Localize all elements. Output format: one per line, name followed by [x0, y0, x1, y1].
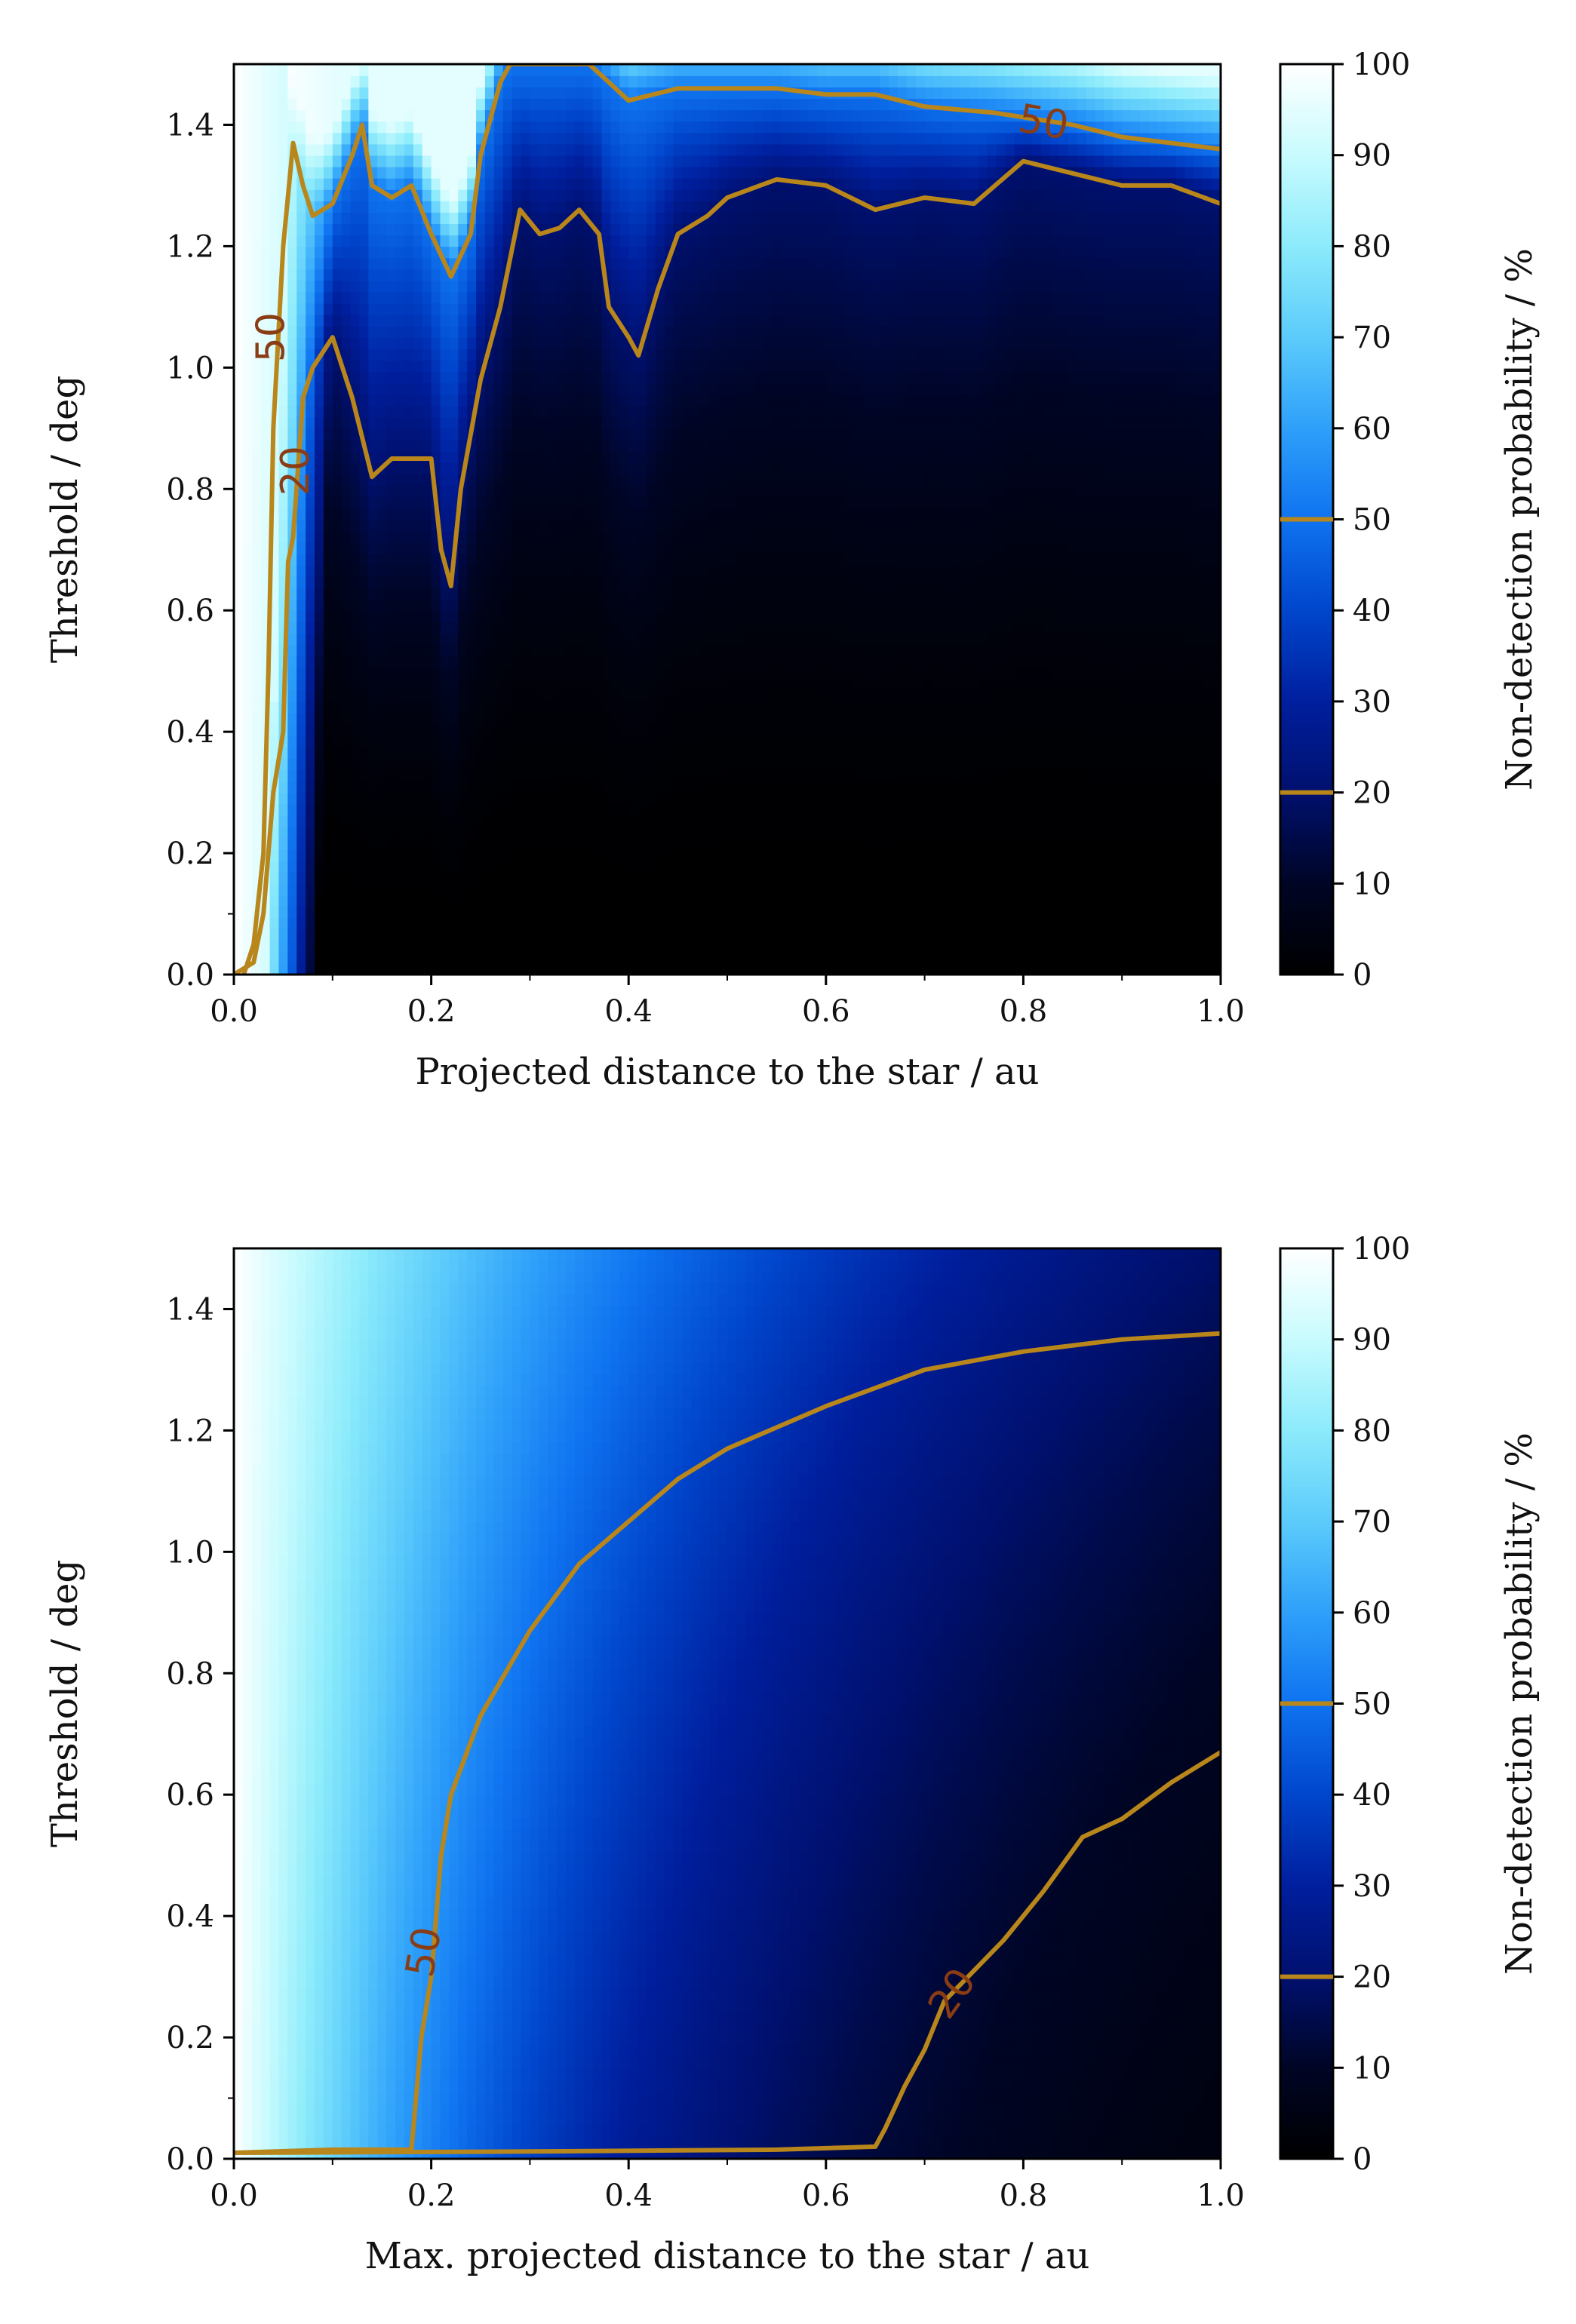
contour-line-50 [234, 1331, 1221, 2155]
colorbar-label: Non-detection probability / % [1498, 1432, 1541, 1975]
contour-label: 20 [273, 446, 318, 496]
colorbar-tick-label: 30 [1353, 685, 1391, 720]
colorbar-tick-label: 40 [1353, 594, 1391, 628]
y-tick-label: 0.2 [166, 2021, 214, 2055]
x-tick-label: 0.2 [407, 2178, 456, 2213]
y-tick-label: 1.0 [166, 1535, 214, 1570]
y-tick-label: 1.4 [166, 1292, 214, 1327]
y-tick-label: 0.6 [166, 1778, 214, 1813]
colorbar-tick-label: 20 [1353, 1960, 1391, 1995]
contour-label: 50 [248, 312, 293, 362]
colorbar-tick-label: 10 [1353, 2051, 1391, 2086]
colorbar-tick-label: 20 [1353, 776, 1391, 811]
y-tick-label: 1.4 [166, 108, 214, 143]
y-tick-label: 1.2 [166, 229, 214, 264]
heatmap-field [234, 64, 1221, 975]
colorbar-tick-label: 90 [1353, 139, 1391, 173]
y-tick-label: 0.0 [166, 2142, 214, 2177]
colorbar-tick-label: 40 [1353, 1778, 1391, 1813]
colorbar-label: Non-detection probability / % [1498, 248, 1541, 791]
colorbar-tick-label: 70 [1353, 321, 1391, 355]
x-tick-label: 0.6 [802, 994, 850, 1029]
y-tick-label: 0.8 [166, 1656, 214, 1691]
x-tick-label: 0.0 [210, 2178, 258, 2213]
x-tick-label: 0.6 [802, 2178, 850, 2213]
x-tick-label: 1.0 [1197, 2178, 1245, 2213]
colorbar-tick-label: 30 [1353, 1869, 1391, 1904]
y-tick-label: 0.2 [166, 837, 214, 871]
y-tick-label: 0.0 [166, 958, 214, 993]
x-tick-label: 0.2 [407, 994, 456, 1029]
y-tick-label: 0.4 [166, 715, 214, 750]
y-tick-label: 0.8 [166, 472, 214, 507]
top-heatmap-panel: 50 50 20 0.0 0.2 0.4 0.6 0.8 1.0 0.0 0.2 0.4 0.6 0.8 1… [44, 48, 1541, 1093]
y-tick-label: 0.6 [166, 594, 214, 628]
y-tick-label: 1.0 [166, 351, 214, 385]
y-axis-label: Threshold / deg [44, 376, 86, 663]
contour-label: 50 [1015, 96, 1072, 149]
contour-line-20 [234, 1750, 1221, 2155]
colorbar-tick-label: 0 [1353, 958, 1372, 993]
x-tick-label: 0.0 [210, 994, 258, 1029]
y-tick-label: 0.4 [166, 1899, 214, 1934]
colorbar-tick-label: 100 [1353, 1232, 1410, 1266]
bottom-heatmap-panel: 50 20 0.0 0.2 0.4 0.6 0.8 1.0 0.0 0.2 0.4 0.6 0.8 1.0… [44, 1232, 1541, 2277]
x-tick-label: 0.8 [1000, 2178, 1048, 2213]
colorbar-tick-label: 10 [1353, 867, 1391, 901]
colorbar-tick-label: 50 [1353, 1687, 1391, 1722]
colorbar-tick-label: 0 [1353, 2142, 1372, 2177]
contour-line-20 [234, 158, 1221, 975]
colorbar-tick-label: 70 [1353, 1505, 1391, 1540]
x-tick-label: 0.4 [604, 2178, 653, 2213]
colorbar-tick-label: 50 [1353, 503, 1391, 538]
colorbar-tick-label: 60 [1353, 1596, 1391, 1631]
x-axis-label: Projected distance to the star / au [415, 1051, 1039, 1093]
colorbar-tick-label: 80 [1353, 229, 1391, 264]
colorbar-tick-label: 60 [1353, 412, 1391, 447]
contour-label: 50 [398, 1923, 451, 1981]
x-tick-label: 0.4 [604, 994, 653, 1029]
x-axis-label: Max. projected distance to the star / au [365, 2235, 1090, 2277]
y-tick-label: 1.2 [166, 1414, 214, 1448]
colorbar: 0 10 20 30 40 50 60 70 80 90 100 Non-detection prob… [1279, 48, 1541, 993]
colorbar-tick-label: 80 [1353, 1414, 1391, 1448]
colorbar-tick-label: 100 [1353, 48, 1410, 82]
colorbar-tick-label: 90 [1353, 1323, 1391, 1358]
contour-line-50 [241, 64, 1221, 975]
colorbar: 0 10 20 30 40 50 60 70 80 90 100 Non-detection prob… [1279, 1232, 1541, 2177]
heatmap-field [234, 1248, 1221, 2159]
y-axis-label: Threshold / deg [44, 1560, 86, 1847]
x-tick-label: 0.8 [1000, 994, 1048, 1029]
x-tick-label: 1.0 [1197, 994, 1245, 1029]
